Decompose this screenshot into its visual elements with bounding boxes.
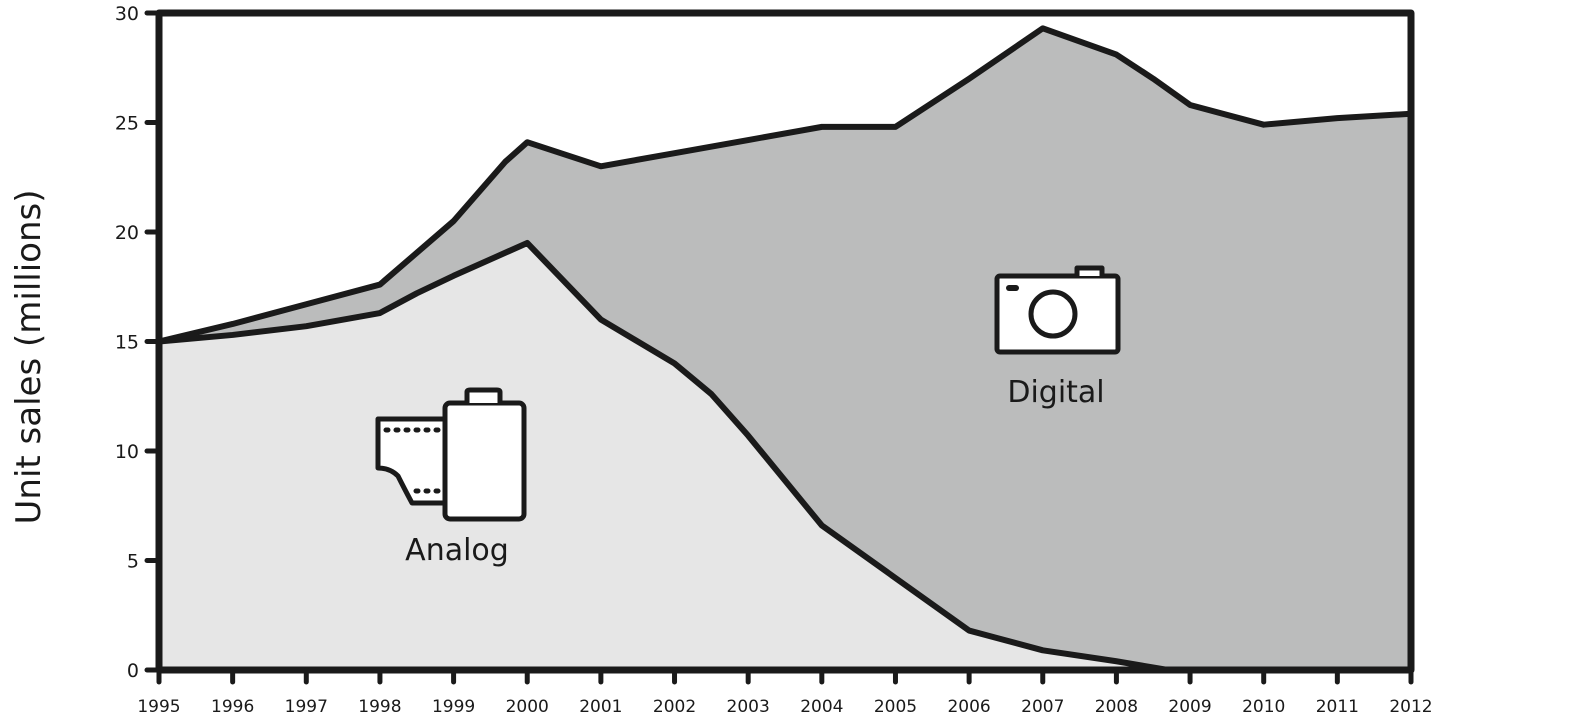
x-tick-label: 2011: [1316, 697, 1359, 717]
x-tick-label: 2007: [1021, 697, 1064, 717]
areas-layer: [159, 28, 1411, 670]
camera-icon: [994, 265, 1121, 355]
digital-label: Digital: [1007, 375, 1104, 410]
x-tick-label: 2009: [1168, 697, 1211, 717]
analog-area: [159, 242, 1411, 670]
y-tick-label: 5: [127, 551, 139, 573]
y-tick-label: 25: [115, 113, 139, 135]
x-tick-label: 2000: [506, 697, 549, 717]
film-canister-icon: [375, 387, 527, 522]
y-tick-label: 15: [115, 332, 139, 354]
x-tick-label: 2002: [653, 697, 696, 717]
y-axis: 0 5 10 15 20 25 30: [115, 3, 162, 682]
x-tick-label: 1996: [211, 697, 254, 717]
x-tick-label: 2006: [947, 697, 990, 717]
analog-label: Analog: [405, 533, 509, 568]
x-tick-label: 2012: [1389, 697, 1432, 717]
x-tick-label: 2001: [579, 697, 622, 717]
y-tick-label: 10: [115, 441, 139, 463]
x-tick-label: 2003: [727, 697, 770, 717]
x-axis: 1995 1996 1997 1998 1999 2000 2001 2002 2003 2004…: [137, 667, 1433, 717]
x-tick-label: 2005: [874, 697, 917, 717]
y-tick-label: 0: [127, 660, 139, 682]
digital-area: [159, 28, 1411, 670]
x-tick-label: 1999: [432, 697, 475, 717]
y-tick-label: 30: [115, 3, 139, 25]
x-tick-label: 1997: [285, 697, 328, 717]
y-axis-title: Unit sales (millions): [9, 190, 49, 525]
x-tick-label: 1998: [358, 697, 401, 717]
x-tick-label: 2004: [800, 697, 843, 717]
x-tick-label: 2010: [1242, 697, 1285, 717]
x-tick-label: 2008: [1095, 697, 1138, 717]
y-tick-label: 20: [115, 222, 139, 244]
x-tick-label: 1995: [137, 697, 180, 717]
digital-total-line: [156, 25, 1414, 345]
